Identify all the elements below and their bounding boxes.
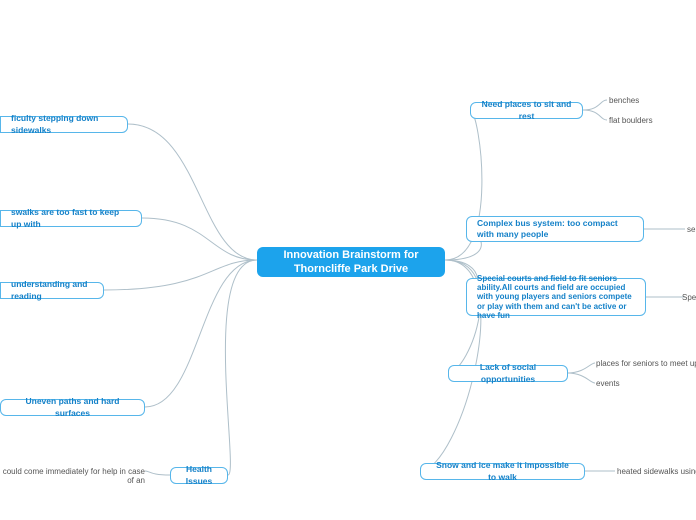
branch-courts-label: Special courts and field to fit seniors … (477, 274, 635, 320)
branch-courts[interactable]: Special courts and field to fit seniors … (466, 278, 646, 316)
leaf-social-a: places for seniors to meet up and s (596, 359, 696, 368)
leaf-health-a: could come immediately for help in case … (0, 467, 145, 485)
branch-step[interactable]: ficulty stepping down sidewalks (0, 116, 128, 133)
branch-rest[interactable]: Need places to sit and rest (470, 102, 583, 119)
center-label: Innovation Brainstorm for Thorncliffe Pa… (271, 248, 431, 277)
branch-bus-label: Complex bus system: too compact with man… (477, 218, 633, 240)
branch-bus[interactable]: Complex bus system: too compact with man… (466, 216, 644, 242)
branch-health-label: Health Issues (181, 464, 217, 486)
leaf-benches: benches (609, 96, 639, 105)
branch-health[interactable]: Health Issues (170, 467, 228, 484)
branch-read[interactable]: understanding and reading (0, 282, 104, 299)
branch-snow-label: Snow and ice make it impossible to walk (431, 460, 574, 482)
leaf-social-b: events (596, 379, 620, 388)
branch-paths-label: Uneven paths and hard surfaces (11, 396, 134, 418)
branch-read-label: understanding and reading (11, 279, 93, 301)
center-node[interactable]: Innovation Brainstorm for Thorncliffe Pa… (257, 247, 445, 277)
branch-rest-label: Need places to sit and rest (481, 99, 572, 121)
leaf-bus-a: ser (687, 225, 696, 234)
branch-social[interactable]: Lack of social opportunities (448, 365, 568, 382)
branch-step-label: ficulty stepping down sidewalks (11, 113, 117, 135)
branch-snow[interactable]: Snow and ice make it impossible to walk (420, 463, 585, 480)
leaf-courts-a: Specia (682, 293, 696, 302)
branch-fast[interactable]: swalks are too fast to keep up with (0, 210, 142, 227)
leaf-snow-a: heated sidewalks using liqu (617, 467, 696, 476)
branch-paths[interactable]: Uneven paths and hard surfaces (0, 399, 145, 416)
branch-fast-label: swalks are too fast to keep up with (11, 207, 131, 229)
branch-social-label: Lack of social opportunities (459, 362, 557, 384)
leaf-boulders: flat boulders (609, 116, 653, 125)
